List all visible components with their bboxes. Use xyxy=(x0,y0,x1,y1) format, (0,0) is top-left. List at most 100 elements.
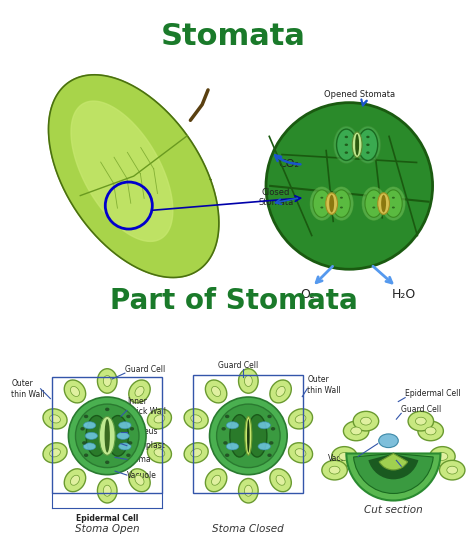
Ellipse shape xyxy=(345,151,348,154)
Ellipse shape xyxy=(103,375,111,386)
Ellipse shape xyxy=(372,197,375,199)
Ellipse shape xyxy=(339,452,350,460)
Ellipse shape xyxy=(429,447,455,466)
Ellipse shape xyxy=(345,143,348,146)
Ellipse shape xyxy=(117,432,129,439)
Ellipse shape xyxy=(352,132,362,157)
Ellipse shape xyxy=(276,386,285,397)
Ellipse shape xyxy=(135,475,144,485)
Ellipse shape xyxy=(154,448,165,457)
Polygon shape xyxy=(71,101,173,241)
Ellipse shape xyxy=(135,386,144,397)
Ellipse shape xyxy=(147,409,172,429)
Ellipse shape xyxy=(258,443,270,450)
Text: Stomata: Stomata xyxy=(161,22,306,51)
Text: Vacuole: Vacuole xyxy=(127,471,157,479)
Ellipse shape xyxy=(326,193,337,214)
Ellipse shape xyxy=(50,448,60,457)
Wedge shape xyxy=(379,453,408,470)
Ellipse shape xyxy=(381,195,386,213)
Circle shape xyxy=(266,103,433,269)
Text: Epidermal Cell: Epidermal Cell xyxy=(405,389,461,398)
Text: Inner
Thick Wall: Inner Thick Wall xyxy=(127,397,166,416)
Wedge shape xyxy=(346,453,440,500)
Ellipse shape xyxy=(392,197,395,199)
Ellipse shape xyxy=(105,419,110,453)
Ellipse shape xyxy=(447,466,457,474)
Ellipse shape xyxy=(64,469,86,492)
Ellipse shape xyxy=(64,380,86,403)
Ellipse shape xyxy=(184,443,208,463)
Ellipse shape xyxy=(322,460,347,480)
Ellipse shape xyxy=(98,478,117,503)
Ellipse shape xyxy=(258,422,270,429)
Ellipse shape xyxy=(366,143,370,146)
Ellipse shape xyxy=(276,475,285,485)
Ellipse shape xyxy=(184,409,208,429)
Ellipse shape xyxy=(105,407,109,411)
Ellipse shape xyxy=(330,187,353,220)
Ellipse shape xyxy=(361,417,371,425)
Text: Cut section: Cut section xyxy=(364,505,423,516)
Ellipse shape xyxy=(238,369,258,393)
Ellipse shape xyxy=(80,427,85,431)
Ellipse shape xyxy=(226,443,238,450)
Ellipse shape xyxy=(86,415,107,456)
Ellipse shape xyxy=(83,422,96,429)
Ellipse shape xyxy=(129,469,150,492)
Text: Guard Cell: Guard Cell xyxy=(219,361,259,370)
Ellipse shape xyxy=(247,415,267,457)
Text: Stoma: Stoma xyxy=(401,464,426,473)
Ellipse shape xyxy=(351,427,362,435)
Text: Stoma: Stoma xyxy=(127,455,152,464)
Circle shape xyxy=(75,404,139,467)
Ellipse shape xyxy=(329,195,334,213)
Ellipse shape xyxy=(320,207,323,208)
Text: Opened Stomata: Opened Stomata xyxy=(324,90,395,98)
Ellipse shape xyxy=(230,415,249,457)
Wedge shape xyxy=(361,453,426,486)
Circle shape xyxy=(210,397,287,474)
Ellipse shape xyxy=(43,443,67,463)
Ellipse shape xyxy=(334,126,359,163)
Text: Stoma Open: Stoma Open xyxy=(75,524,139,534)
Ellipse shape xyxy=(384,190,402,217)
Ellipse shape xyxy=(118,443,131,450)
Ellipse shape xyxy=(415,417,426,425)
Ellipse shape xyxy=(337,129,356,161)
Ellipse shape xyxy=(269,441,273,445)
Text: Closed
Stomata: Closed Stomata xyxy=(258,188,293,207)
Ellipse shape xyxy=(289,443,312,463)
Text: Vacuole: Vacuole xyxy=(328,454,357,463)
Ellipse shape xyxy=(372,207,375,208)
Ellipse shape xyxy=(382,187,405,220)
Text: CO₂: CO₂ xyxy=(278,160,299,169)
Ellipse shape xyxy=(271,427,275,431)
Ellipse shape xyxy=(245,485,252,496)
Text: Outer
thin Wall: Outer thin Wall xyxy=(11,379,45,399)
Ellipse shape xyxy=(82,441,86,445)
Ellipse shape xyxy=(107,415,128,456)
Ellipse shape xyxy=(439,460,465,480)
Ellipse shape xyxy=(98,369,117,393)
Ellipse shape xyxy=(223,441,228,445)
Ellipse shape xyxy=(270,380,292,403)
Ellipse shape xyxy=(247,419,250,453)
Ellipse shape xyxy=(85,432,98,439)
Ellipse shape xyxy=(408,411,434,431)
Text: Epidermal Cell: Epidermal Cell xyxy=(76,514,138,523)
Ellipse shape xyxy=(329,466,340,474)
Ellipse shape xyxy=(295,448,306,457)
Ellipse shape xyxy=(313,190,331,217)
Ellipse shape xyxy=(103,485,111,496)
Ellipse shape xyxy=(366,136,370,138)
Wedge shape xyxy=(354,453,433,493)
Ellipse shape xyxy=(355,126,381,163)
Ellipse shape xyxy=(270,469,292,492)
Ellipse shape xyxy=(83,443,96,450)
Ellipse shape xyxy=(211,475,220,485)
Ellipse shape xyxy=(437,452,448,460)
Polygon shape xyxy=(48,75,219,278)
Ellipse shape xyxy=(225,415,229,418)
Ellipse shape xyxy=(379,434,398,447)
